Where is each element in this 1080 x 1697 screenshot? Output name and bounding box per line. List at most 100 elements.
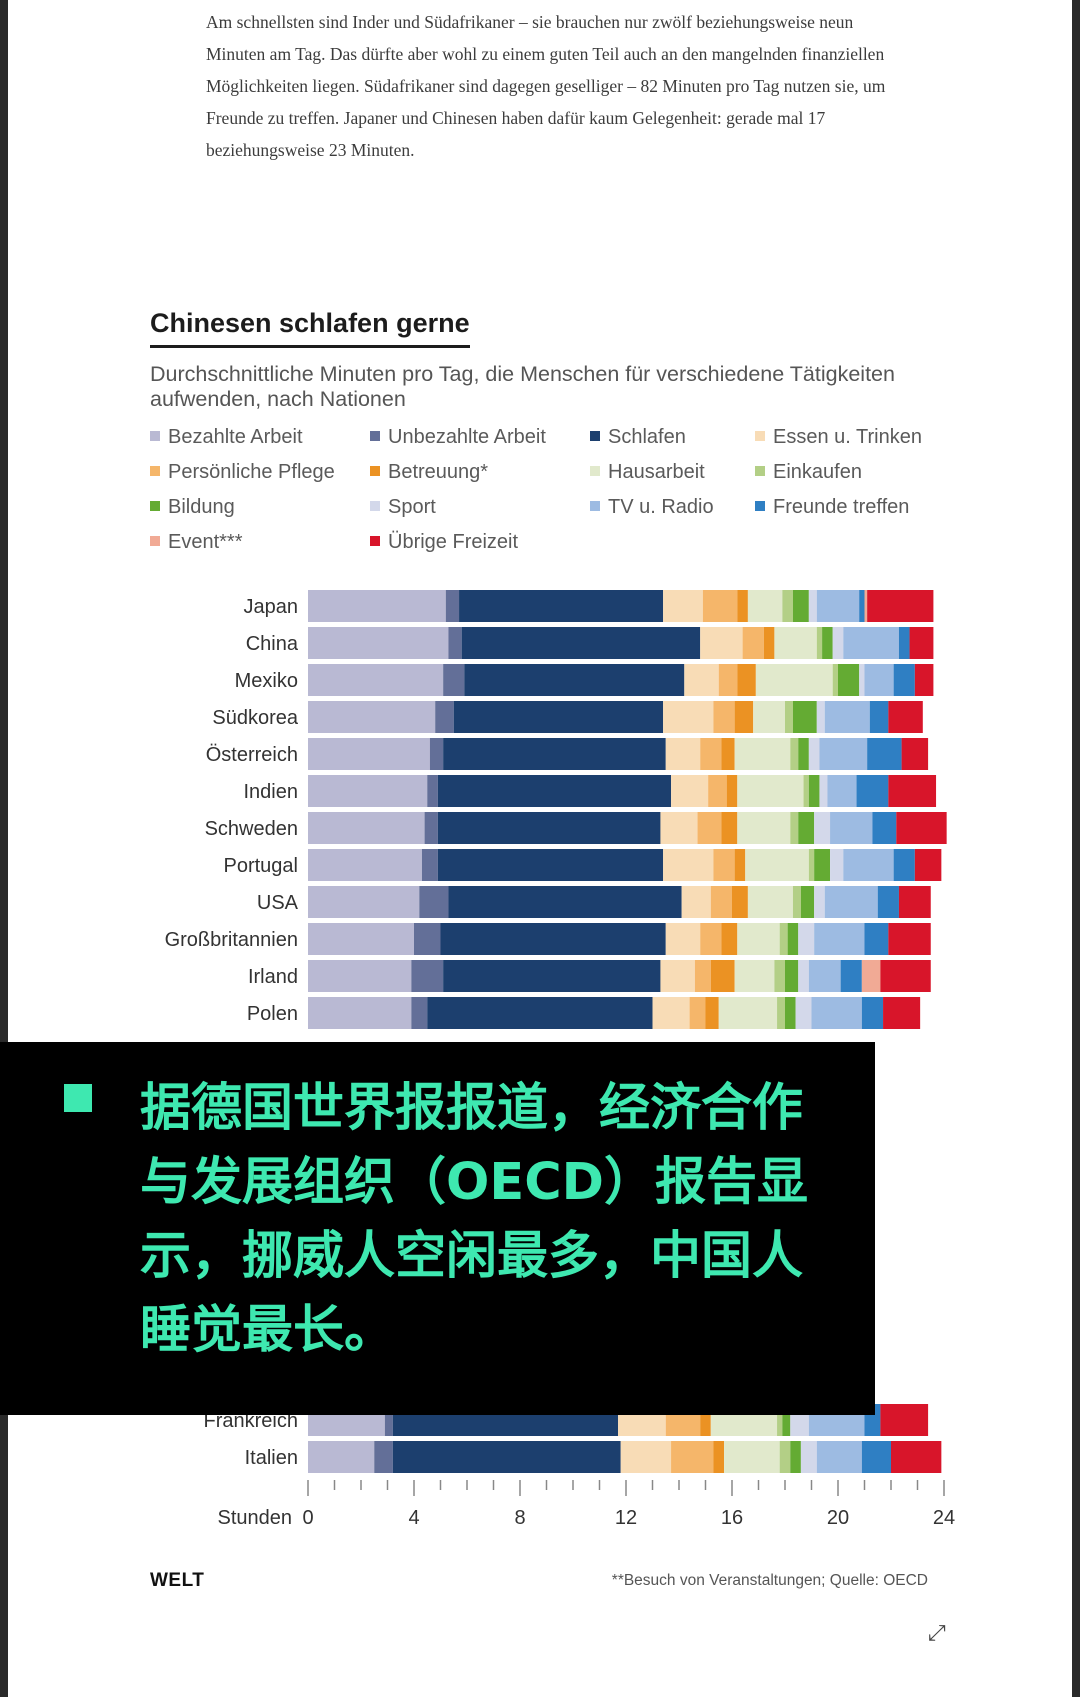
bar-segment [872, 812, 897, 844]
bar-segment [737, 812, 791, 844]
bar-segment [308, 886, 420, 918]
legend-swatch [590, 501, 600, 511]
bar-segment [694, 960, 711, 992]
legend-swatch [370, 536, 380, 546]
bar-segment [867, 590, 934, 622]
bar-segment [774, 960, 785, 992]
legend-label: Einkaufen [773, 461, 862, 483]
bar-segment [464, 664, 685, 696]
bar-segment [787, 923, 799, 955]
bar-segment [702, 590, 738, 622]
bar-segment [814, 886, 825, 918]
bar-segment [861, 997, 884, 1029]
x-tick-label: 8 [514, 1507, 525, 1529]
bar-segment [808, 738, 820, 770]
bar-segment [734, 849, 746, 881]
bar-segment [774, 627, 817, 659]
bar-segment [308, 701, 436, 733]
bar-segment [832, 627, 844, 659]
bar-segment [859, 590, 865, 622]
legend-label: TV u. Radio [608, 496, 714, 518]
x-tick-label: 4 [408, 1507, 419, 1529]
legend-swatch [370, 466, 380, 476]
bar-segment [819, 775, 828, 807]
legend-label: Bildung [168, 496, 235, 518]
legend-swatch [590, 466, 600, 476]
bar-segment [737, 923, 780, 955]
country-label: Österreich [206, 744, 298, 766]
bar-segment [838, 664, 860, 696]
expand-icon[interactable]: ⤢ [928, 1620, 946, 1645]
legend-label: Event*** [168, 531, 243, 553]
caption-text: 据德国世界报报道，经济合作与发展组织（OECD）报告显示，挪威人空闲最多，中国人… [140, 1079, 808, 1360]
legend-item: Essen u. Trinken [755, 426, 922, 449]
bar-segment [308, 1441, 375, 1473]
legend-item: Unbezahlte Arbeit [370, 426, 546, 449]
legend-item: Bildung [150, 496, 235, 519]
bar-segment [384, 1404, 393, 1436]
bar-segment [798, 923, 815, 955]
welt-logo: WELT [150, 1570, 205, 1591]
bar-segment [660, 812, 698, 844]
bar-segment [814, 849, 831, 881]
bar-segment [867, 738, 902, 770]
bar-segment [721, 923, 738, 955]
bar-segment [891, 1441, 942, 1473]
legend-label: Freunde treffen [773, 496, 910, 518]
legend-label: Essen u. Trinken [773, 426, 922, 448]
bar-segment [785, 997, 796, 1029]
bar-segment [814, 812, 831, 844]
legend-item: Sport [370, 496, 436, 519]
bar-segment [830, 849, 844, 881]
x-tick-label: 12 [615, 1507, 637, 1529]
legend-label: Übrige Freizeit [388, 531, 519, 553]
bar-segment [861, 1441, 891, 1473]
bar-segment [700, 923, 722, 955]
bar-segment [898, 886, 931, 918]
bar-segment [792, 886, 801, 918]
x-axis-label: Stunden [217, 1507, 292, 1529]
bar-segment [308, 812, 425, 844]
bar-segment [308, 775, 428, 807]
bar-segment [747, 886, 793, 918]
bar-segment [713, 701, 735, 733]
bar-segment [816, 1441, 862, 1473]
bar-segment [448, 627, 462, 659]
legend-swatch [150, 501, 160, 511]
bar-segment [700, 1404, 711, 1436]
bar-segment [861, 960, 881, 992]
bar-segment [665, 923, 701, 955]
bar-segment [308, 738, 430, 770]
legend-item: Einkaufen [755, 461, 862, 484]
bar-segment [721, 738, 735, 770]
x-tick-label: 16 [721, 1507, 743, 1529]
article-page: Am schnellsten sind Inder und Südafrikan… [8, 0, 1072, 1697]
country-label: Südkorea [212, 707, 298, 729]
country-label: USA [257, 892, 299, 914]
bar-segment [734, 701, 754, 733]
bar-segment [440, 923, 666, 955]
bar-segment [681, 886, 711, 918]
bar-segment [824, 701, 870, 733]
bar-segment [777, 1404, 783, 1436]
bar-segment [461, 627, 701, 659]
bar-segment [427, 997, 653, 1029]
bar-segment [665, 738, 701, 770]
country-label: Polen [247, 1003, 298, 1025]
bar-segment [737, 775, 804, 807]
bar-segment [795, 997, 812, 1029]
bar-segment [808, 849, 815, 881]
bar-segment [792, 590, 809, 622]
article-paragraph: Am schnellsten sind Inder und Südafrikan… [206, 12, 886, 160]
bar-segment [819, 738, 868, 770]
country-label: Schweden [205, 818, 298, 840]
bar-segment [864, 590, 868, 622]
bar-segment [308, 627, 449, 659]
country-label: Irland [248, 966, 298, 988]
legend-swatch [150, 431, 160, 441]
bar-segment [734, 960, 775, 992]
bar-segment [724, 1441, 780, 1473]
bar-segment [782, 1404, 791, 1436]
bar-segment [888, 775, 937, 807]
bar-segment [755, 664, 833, 696]
